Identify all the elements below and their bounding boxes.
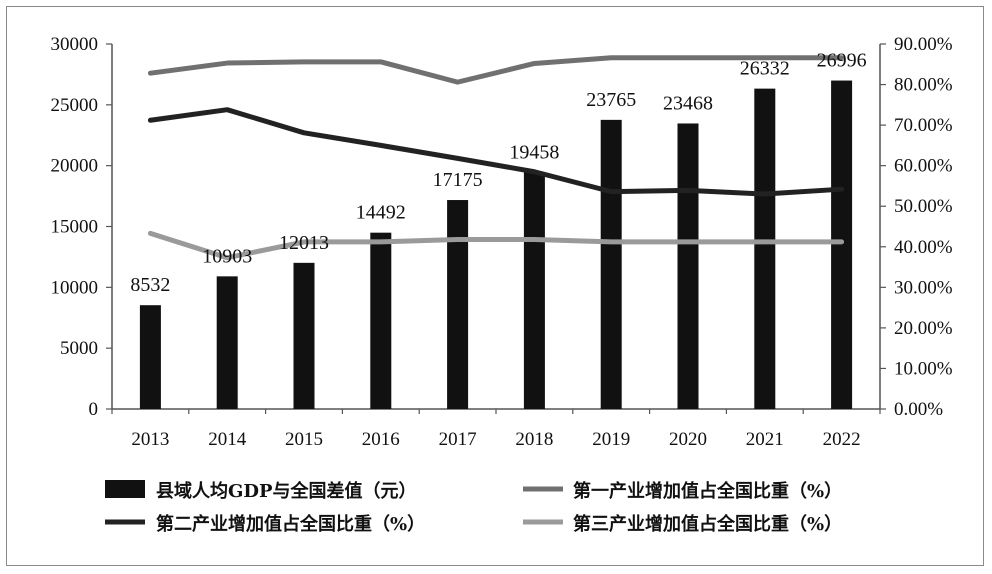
legend-label-secondary: 第二产业增加值占全国比重（%） [156, 513, 425, 535]
y-tick-label-left: 15000 [51, 217, 99, 238]
x-tick-label: 2018 [515, 429, 553, 450]
y-tick-label-right: 30.00% [894, 277, 953, 298]
y-tick-label-right: 60.00% [894, 156, 953, 177]
y-tick-label-right: 50.00% [894, 196, 953, 217]
y-tick-label-right: 90.00% [894, 34, 953, 55]
y-tick-label-left: 25000 [51, 95, 99, 116]
bar-data-label: 19458 [509, 141, 559, 163]
y-tick-label-right: 70.00% [894, 115, 953, 136]
x-tick-label: 2017 [439, 429, 477, 450]
bar [831, 80, 853, 409]
series-line-1 [147, 55, 845, 85]
x-tick-label: 2015 [285, 429, 323, 450]
bar [600, 119, 622, 410]
bar [370, 232, 392, 409]
y-tick-label-right: 40.00% [894, 237, 953, 258]
bar [523, 172, 545, 409]
series-line-2 [147, 107, 845, 197]
bar [139, 305, 161, 409]
legend-swatch-bar [105, 480, 145, 498]
bar [754, 88, 776, 410]
x-tick-label: 2022 [823, 429, 861, 450]
y-tick-label-right: 10.00% [894, 358, 953, 379]
x-tick-label: 2019 [592, 429, 630, 450]
bar-data-label: 14492 [356, 202, 406, 224]
x-tick-label: 2013 [131, 429, 169, 450]
series-line-3 [147, 230, 845, 261]
legend: 县域人均GDP与全国差值（元） 第一产业增加值占全国比重（%） 第二产业增加值占… [105, 480, 842, 535]
chart-frame [6, 6, 984, 566]
legend-label-bar: 县域人均GDP与全国差值（元） [156, 480, 417, 502]
y-tick-label-right: 0.00% [894, 399, 943, 420]
bar [216, 276, 238, 409]
legend-label-primary: 第一产业增加值占全国比重（%） [573, 480, 842, 502]
y-tick-label-left: 5000 [60, 338, 98, 359]
bar-data-label: 23468 [663, 92, 713, 114]
bar-data-label: 17175 [433, 169, 483, 191]
y-tick-label-right: 80.00% [894, 75, 953, 96]
bar-data-label: 12013 [279, 232, 329, 254]
y-tick-label-left: 20000 [51, 156, 99, 177]
y-tick-label-left: 0 [89, 399, 99, 420]
x-tick-label: 2016 [362, 429, 400, 450]
bar [447, 200, 469, 409]
bar-data-label: 26332 [740, 58, 790, 80]
bar-data-label: 23765 [586, 89, 636, 111]
x-tick-label: 2020 [669, 429, 707, 450]
legend-label-tertiary: 第三产业增加值占全国比重（%） [573, 513, 842, 535]
x-tick-label: 2021 [746, 429, 784, 450]
y-tick-label-left: 10000 [51, 277, 99, 298]
x-tick-label: 2014 [208, 429, 247, 450]
bar-data-label: 26996 [817, 50, 867, 72]
bar-data-label: 8532 [130, 274, 170, 296]
y-tick-label-left: 30000 [51, 34, 99, 55]
bar [293, 262, 315, 409]
bar [677, 123, 699, 410]
bar-data-label: 10903 [202, 245, 252, 267]
y-tick-label-right: 20.00% [894, 318, 953, 339]
